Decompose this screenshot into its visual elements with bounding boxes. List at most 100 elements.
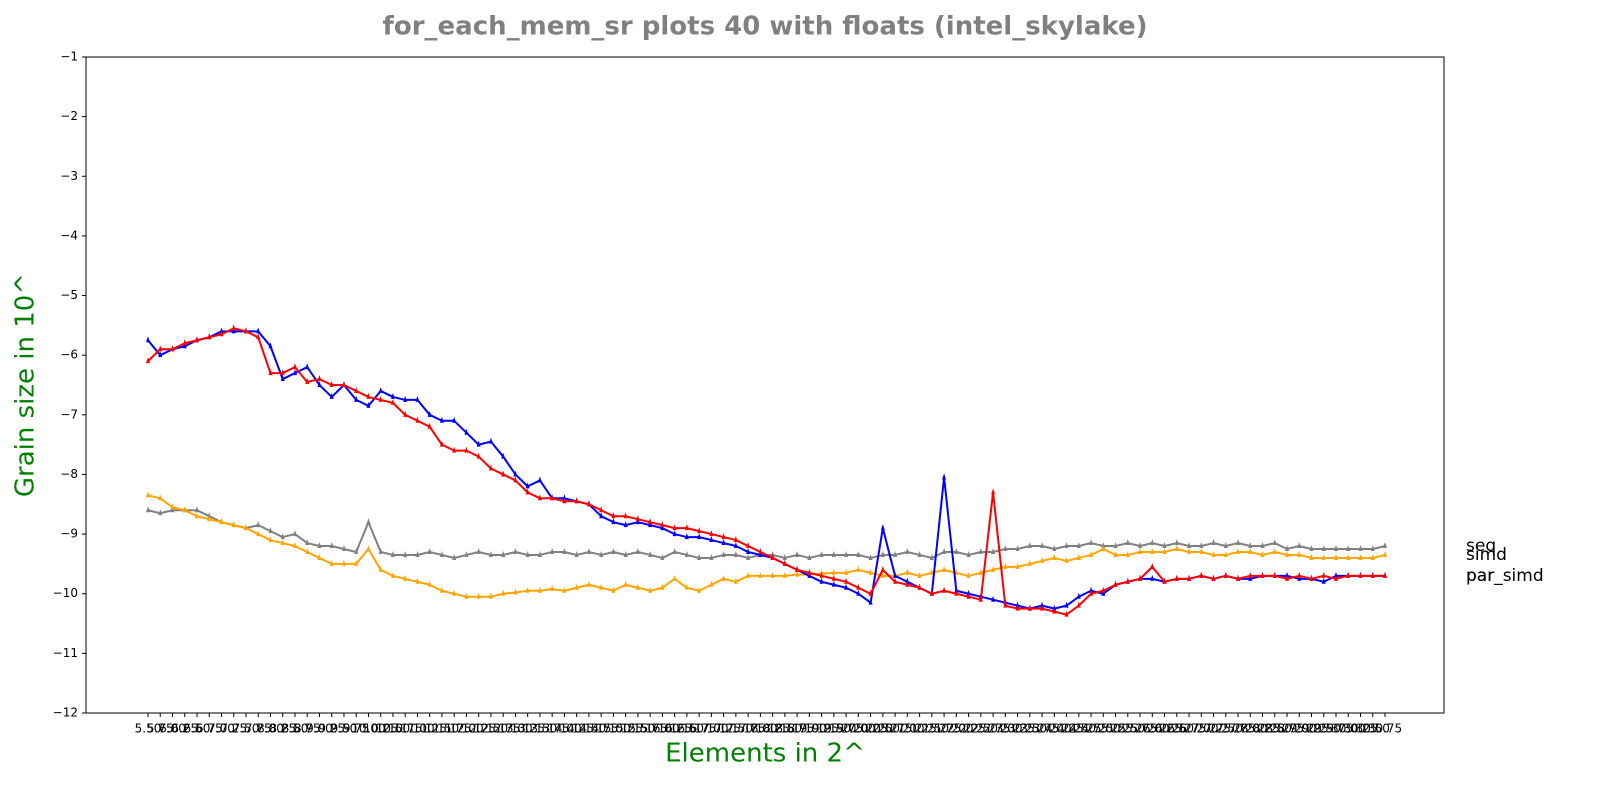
point-marker [146,357,150,364]
y-tick-label: −5 [60,288,78,302]
point-marker [390,550,395,557]
point-marker [305,363,310,370]
x-tick-label: 5.50 [135,722,162,736]
point-marker [856,589,861,596]
point-marker [268,342,273,349]
point-marker [550,547,555,554]
point-marker [513,547,518,554]
point-marker [746,553,751,560]
point-marker [354,395,359,402]
point-marker [1334,545,1339,551]
point-marker [1076,592,1081,599]
point-marker [1334,553,1339,560]
x-tick-label: 15.75 [633,722,667,736]
point-marker [1383,542,1387,549]
legend-label: par [1466,566,1494,586]
x-tick-label: 17.50 [719,722,753,736]
x-tick-label: 21.75 [927,722,961,736]
point-marker [623,580,628,587]
point-marker [1076,601,1081,608]
point-marker [746,542,751,549]
point-marker [807,553,812,560]
x-tick-label: 30.00 [1331,722,1365,736]
point-marker [292,369,297,376]
x-tick-label: 26.75 [1172,722,1206,736]
point-marker [292,530,297,537]
point-marker [1015,604,1020,611]
point-marker [1297,550,1302,557]
x-tick-label: 21.25 [902,722,936,736]
point-marker [366,518,371,525]
point-marker [954,589,959,596]
point-marker [648,586,653,593]
point-marker [672,547,677,554]
point-marker [1199,542,1204,549]
point-marker [684,550,689,557]
point-marker [1187,542,1192,549]
point-marker [305,539,310,546]
point-marker [146,336,150,343]
point-marker [1003,601,1008,608]
point-marker [488,464,493,471]
point-marker [746,571,751,578]
point-marker [1383,550,1387,557]
point-marker [256,530,261,537]
point-marker [991,488,996,495]
point-marker [1187,574,1192,581]
point-marker [354,386,359,393]
y-tick-label: −6 [60,348,78,362]
x-tick-label: 26.50 [1160,722,1194,736]
point-marker [537,476,542,483]
point-marker [1162,577,1167,584]
point-marker [1346,545,1351,551]
point-marker [1138,574,1143,581]
point-marker [378,565,383,572]
point-marker [219,518,224,525]
point-marker [721,533,726,540]
point-marker [966,592,971,599]
point-marker [893,577,898,584]
point-marker [243,524,248,531]
point-marker [207,515,212,522]
point-marker [1223,542,1228,549]
point-marker [427,547,432,554]
series-line [147,327,1385,616]
x-tick-label: 12.00 [449,722,483,736]
point-marker [770,571,775,578]
x-tick-label: 27.75 [1221,722,1255,736]
point-marker [831,574,836,581]
point-marker [709,553,714,560]
point-marker [329,559,334,566]
point-marker [1174,539,1179,546]
point-marker [476,547,481,554]
point-marker [488,437,493,444]
x-tick-label: 28.50 [1258,722,1292,736]
point-marker [1150,547,1155,554]
x-tick-label: 11.50 [425,722,459,736]
point-marker [292,542,297,549]
x-tick-label: 18.50 [768,722,802,736]
point-marker [170,503,175,510]
point-marker [1101,586,1106,593]
point-marker [1125,550,1130,557]
point-marker [942,565,947,572]
x-tick-label: 22.50 [964,722,998,736]
point-marker [574,497,579,504]
point-marker [1211,550,1216,557]
point-marker [256,333,261,340]
point-marker [697,527,702,534]
x-tick-label: 25.50 [1111,722,1145,736]
x-tick-label: 18.25 [755,722,789,736]
point-marker [476,452,481,459]
point-marker [158,494,163,501]
point-marker [182,506,187,513]
x-tick-label: 7.00 [208,722,235,736]
point-marker [1199,571,1204,578]
point-marker [831,580,836,587]
x-tick-label: 9.25 [318,722,345,736]
point-marker [452,446,457,453]
x-tick-label: 14.25 [559,722,593,736]
x-tick-label: 19.75 [829,722,863,736]
x-tick-label: 17.75 [731,722,765,736]
x-tick-label: 13.75 [535,722,569,736]
